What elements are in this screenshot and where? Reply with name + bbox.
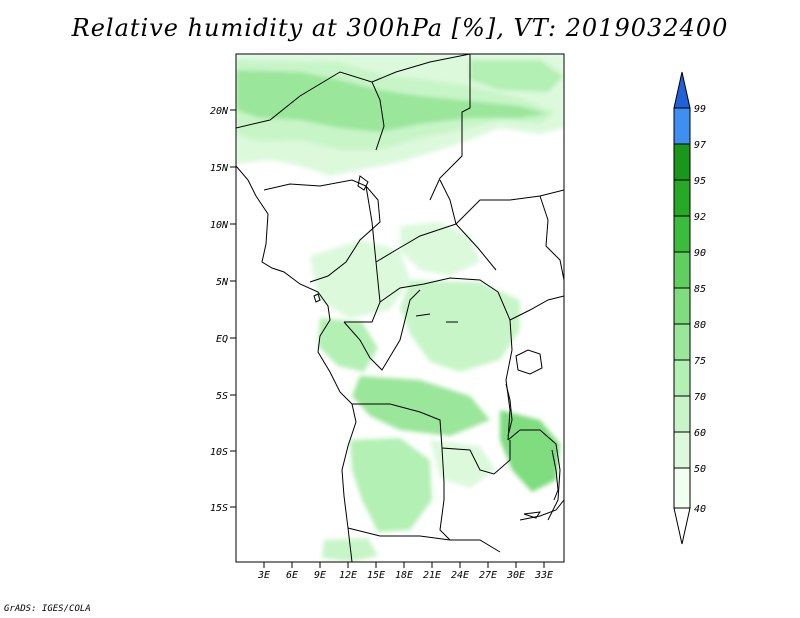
lon-tick-label: 12E (339, 570, 357, 581)
colorbar-label: 80 (694, 320, 706, 331)
grads-credit: GrADS: IGES/COLA (4, 604, 91, 614)
colorbar-label: 60 (694, 428, 706, 439)
colorbar-swatch-60 (673, 395, 691, 433)
humidity-patch-congo (400, 280, 520, 372)
lon-axis: 3E 6E 9E 12E 15E 18E 21E 24E 27E 30E 33E (257, 562, 553, 581)
lake-kariba (523, 511, 542, 519)
lat-axis: 20N 15N 10N 5N EQ 5S 10S 15S (210, 106, 236, 514)
colorbar-label: 70 (694, 392, 706, 403)
colorbar-label: 92 (694, 212, 706, 223)
lon-tick-label: 18E (395, 570, 413, 581)
colorbar-top-triangle (673, 71, 691, 109)
border-car-south (379, 277, 499, 303)
colorbar-label: 99 (694, 104, 706, 115)
border-niger-chad (371, 54, 471, 83)
lon-tick-label: 9E (314, 570, 326, 581)
lon-tick-label: 24E (451, 570, 469, 581)
border-chad-libya (429, 54, 471, 201)
colorbar-swatch-40 (673, 467, 691, 509)
lon-tick-label: 27E (479, 570, 497, 581)
colorbar-label: 85 (694, 284, 706, 295)
border-drc-angola (352, 403, 511, 475)
colorbar-label: 50 (694, 464, 706, 475)
humidity-patch-cameroon (310, 240, 410, 318)
humidity-patch-gabon (318, 318, 378, 372)
border-sudan (455, 189, 564, 225)
colorbar-swatch-75 (673, 323, 691, 361)
colorbar-label: 97 (694, 140, 706, 151)
lon-tick-label: 15E (367, 570, 385, 581)
humidity-patch-zambia (430, 440, 496, 488)
colorbar-label: 90 (694, 248, 706, 259)
lake-chad (357, 175, 369, 191)
colorbar-swatch-90 (673, 215, 691, 253)
lat-tick-label: EQ (216, 334, 228, 345)
humidity-patch-drc-south (352, 376, 490, 436)
colorbar-swatch-70 (673, 359, 691, 397)
lat-tick-label: 15N (210, 163, 229, 174)
lat-tick-label: 5S (216, 391, 228, 402)
lon-tick-label: 6E (286, 570, 298, 581)
humidity-patch-namibia (322, 538, 378, 562)
lon-tick-label: 21E (423, 570, 441, 581)
lat-tick-label: 10N (210, 220, 229, 231)
border-tanzania (507, 429, 561, 521)
colorbar-swatch-95 (673, 143, 691, 181)
colorbar-swatch-80 (673, 287, 691, 325)
lat-tick-label: 5N (216, 277, 229, 288)
border-cameroon (344, 185, 381, 323)
island-bioko (313, 293, 321, 303)
colorbar-label: 40 (694, 504, 706, 515)
colorbar-swatch-97 (673, 107, 691, 145)
lat-tick-label: 20N (210, 106, 229, 117)
colorbar-label: 75 (694, 356, 706, 367)
border-mali-niger (236, 71, 385, 151)
river-segment-1 (415, 313, 431, 317)
lake-malawi (551, 449, 559, 501)
humidity-patch-car (400, 222, 480, 276)
colorbar-swatch-85 (673, 251, 691, 289)
humidity-band-north-core (236, 70, 548, 132)
colorbar: 99 97 95 92 90 85 80 75 70 60 50 40 (673, 71, 706, 545)
colorbar-bottom-triangle (673, 507, 691, 545)
border-east (539, 195, 564, 281)
border-angola-zambia (439, 447, 451, 541)
border-namibia (347, 527, 501, 553)
border-kenya-uganda (509, 295, 564, 321)
border-car-north (375, 223, 457, 263)
map-borders (236, 54, 564, 562)
colorbar-swatch-50 (673, 431, 691, 469)
lat-tick-label: 10S (210, 447, 228, 458)
humidity-patch-tanzania (500, 410, 560, 492)
lat-tick-label: 15S (210, 503, 228, 514)
lon-tick-label: 33E (534, 570, 553, 581)
humidity-shading (236, 54, 564, 562)
lake-tanganyika (505, 383, 513, 437)
border-congo (343, 289, 421, 371)
border-mozambique (519, 499, 564, 521)
map-frame (235, 53, 565, 563)
colorbar-swatch-92 (673, 179, 691, 217)
coastline-west (236, 165, 357, 562)
humidity-patch-angola (350, 438, 432, 532)
lon-tick-label: 30E (506, 570, 525, 581)
lake-victoria (515, 349, 543, 375)
chart-title: Relative humidity at 300hPa [%], VT: 201… (71, 14, 729, 42)
border-nigeria (263, 179, 381, 283)
border-drc-east (497, 291, 513, 441)
lon-tick-label: 3E (257, 570, 270, 581)
colorbar-label: 95 (694, 176, 706, 187)
humidity-patch-ne (470, 60, 564, 92)
